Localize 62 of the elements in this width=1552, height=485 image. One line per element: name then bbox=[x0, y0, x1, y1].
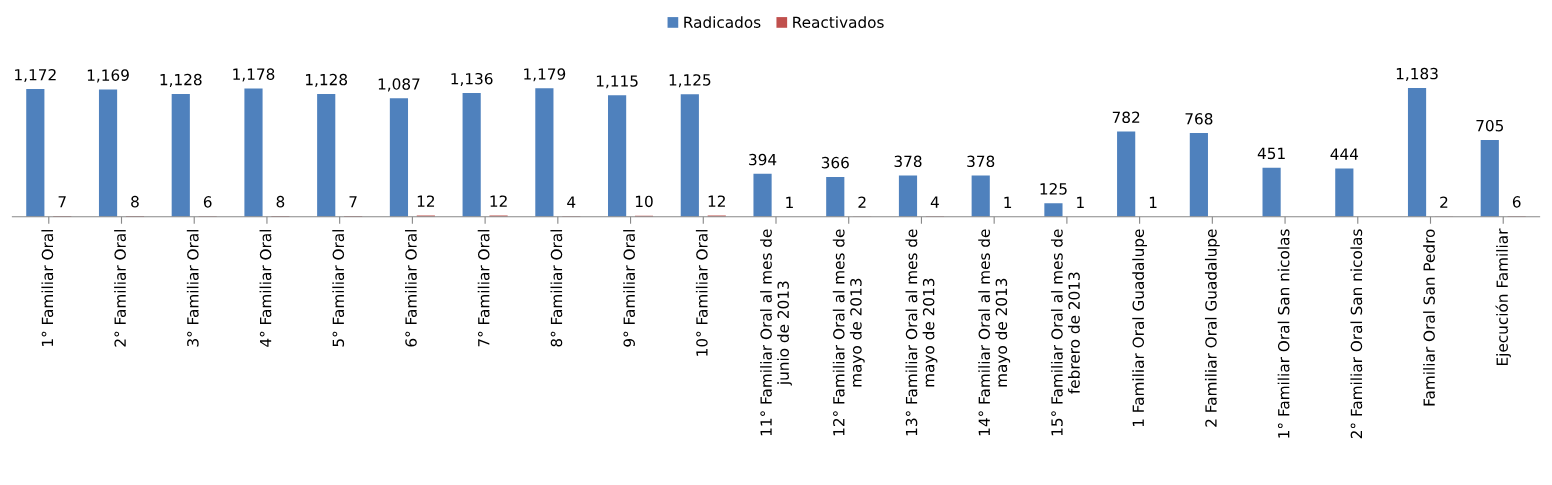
x-tick-label: 7° Familiar Oral bbox=[477, 230, 490, 347]
data-label: 12 bbox=[708, 195, 725, 207]
data-label: 782 bbox=[1112, 111, 1140, 124]
x-tick-label: 1 Familiar Oral Guadalupe bbox=[1132, 229, 1147, 427]
data-label: 768 bbox=[1185, 113, 1213, 125]
x-tick-label: 2 Familiar Oral Guadalupe bbox=[1204, 229, 1220, 427]
data-label: 1,128 bbox=[306, 73, 348, 87]
data-label: 1,087 bbox=[378, 78, 420, 92]
data-label: 7 bbox=[349, 196, 357, 208]
data-label: 1,172 bbox=[15, 69, 56, 83]
data-label: 125 bbox=[1040, 183, 1067, 195]
x-tick-label: 3° Familiar Oral bbox=[186, 230, 199, 347]
data-label: 8 bbox=[131, 195, 139, 208]
legend-label: Radicados bbox=[684, 16, 761, 28]
data-label: 1,179 bbox=[524, 68, 566, 82]
data-label: 378 bbox=[894, 155, 922, 168]
data-label: 378 bbox=[967, 155, 995, 168]
x-tick-label: 11° Familiar Oral al mes de junio de 2013 bbox=[760, 229, 792, 436]
x-tick-label: 15° Familiar Oral al mes de febrero de 2013 bbox=[1050, 229, 1080, 436]
data-label: 8 bbox=[276, 195, 285, 208]
data-label: 7 bbox=[58, 196, 66, 208]
x-tick-label: 10° Familiar Oral bbox=[695, 230, 708, 356]
x-tick-label: 2° Familiar Oral San nicolas bbox=[1350, 229, 1363, 439]
data-label: 2 bbox=[858, 196, 866, 208]
x-tick-label: 13° Familiar Oral al mes de mayo de 2013 bbox=[905, 229, 938, 436]
data-label: 1,115 bbox=[596, 75, 638, 89]
data-label: 4 bbox=[930, 196, 939, 208]
x-tick-label: 8° Familiar Oral bbox=[550, 230, 563, 347]
data-label: 1,128 bbox=[160, 73, 202, 87]
data-label: 394 bbox=[749, 153, 777, 166]
x-tick-label: 4° Familiar Oral bbox=[259, 230, 272, 347]
x-tick-label: 2° Familiar Oral bbox=[114, 230, 126, 347]
x-tick-label: Familiar Oral San Pedro bbox=[1423, 229, 1435, 406]
x-tick-label: Ejecución Familiar bbox=[1495, 228, 1511, 366]
data-label: 1,169 bbox=[87, 69, 129, 83]
data-label: 451 bbox=[1257, 147, 1285, 160]
x-tick-label: 9° Familiar Oral bbox=[623, 230, 635, 347]
x-tick-label: 1° Familiar Oral bbox=[41, 230, 54, 346]
data-label: 705 bbox=[1476, 119, 1504, 132]
data-label: 1,136 bbox=[451, 72, 493, 87]
data-label: 6 bbox=[203, 196, 212, 208]
data-label: 6 bbox=[1512, 196, 1521, 208]
data-label: 1 bbox=[1004, 196, 1012, 208]
x-tick-label: 12° Familiar Oral al mes de mayo de 2013 bbox=[832, 229, 865, 436]
data-label: 444 bbox=[1330, 148, 1359, 160]
data-label: 1 bbox=[786, 196, 793, 208]
data-label: 12 bbox=[490, 195, 507, 207]
data-label: 1,178 bbox=[233, 68, 275, 82]
data-label: 10 bbox=[635, 195, 653, 208]
data-label: 1,183 bbox=[1396, 67, 1438, 81]
data-label: 366 bbox=[821, 156, 849, 169]
data-label: 1 bbox=[1149, 196, 1157, 208]
data-label: 12 bbox=[417, 195, 435, 207]
data-label: 4 bbox=[567, 196, 576, 208]
data-label: 2 bbox=[1440, 196, 1448, 208]
data-label: 1,125 bbox=[669, 74, 711, 88]
x-tick-label: 14° Familiar Oral al mes de mayo de 2013 bbox=[978, 229, 1011, 436]
x-tick-label: 6° Familiar Oral bbox=[405, 230, 417, 347]
x-tick-label: 5° Familiar Oral bbox=[332, 230, 345, 347]
data-label: 1 bbox=[1077, 196, 1084, 208]
x-tick-label: 1° Familiar Oral San nicolas bbox=[1277, 229, 1290, 438]
legend-label: Reactivados bbox=[793, 16, 884, 28]
